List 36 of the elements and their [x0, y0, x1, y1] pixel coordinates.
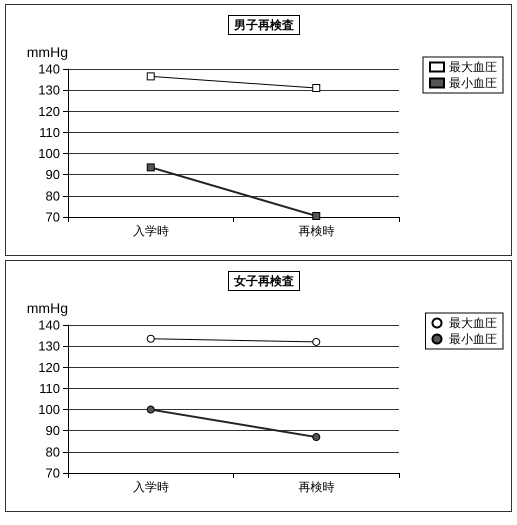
y-tick-label: 140	[38, 62, 60, 76]
y-tick-label: 100	[38, 146, 60, 162]
y-tick-label: 90	[46, 423, 60, 438]
y-tick-label: 120	[38, 360, 60, 375]
y-tick-label: 120	[38, 104, 60, 119]
point	[312, 433, 320, 442]
y-tick-label: 140	[38, 318, 60, 332]
y-tick-label: 80	[46, 444, 60, 460]
point	[146, 163, 155, 172]
chart-title: 女子再検査	[233, 274, 294, 288]
chart-title: 男子再検査	[233, 18, 294, 32]
point	[312, 84, 320, 92]
y-tick-label: 110	[39, 380, 60, 396]
y-tick-label: 80	[46, 188, 60, 204]
y-tick-label: 70	[46, 210, 60, 224]
y-axis-title: mmHg	[26, 44, 68, 60]
legend-label: 最大血圧	[449, 316, 497, 330]
point	[146, 72, 155, 80]
point	[146, 406, 155, 414]
legend-label: 最小血圧	[449, 332, 497, 346]
x-tick-label: 再検時	[298, 224, 334, 238]
x-tick-label: 入学時	[132, 224, 169, 238]
legend-label: 最小血圧	[449, 76, 497, 90]
point	[146, 334, 155, 343]
point	[312, 338, 320, 346]
y-tick-label: 110	[39, 124, 60, 140]
y-tick-label: 70	[46, 466, 60, 480]
legend-label: 最大血圧	[449, 60, 497, 74]
y-tick-label: 90	[46, 167, 60, 182]
x-tick-label: 再検時	[298, 480, 334, 494]
point	[312, 212, 320, 220]
x-tick-label: 入学時	[132, 480, 169, 494]
y-tick-label: 130	[38, 82, 60, 98]
y-axis-title: mmHg	[26, 300, 68, 316]
y-tick-label: 100	[38, 402, 60, 418]
y-tick-label: 130	[38, 338, 60, 354]
